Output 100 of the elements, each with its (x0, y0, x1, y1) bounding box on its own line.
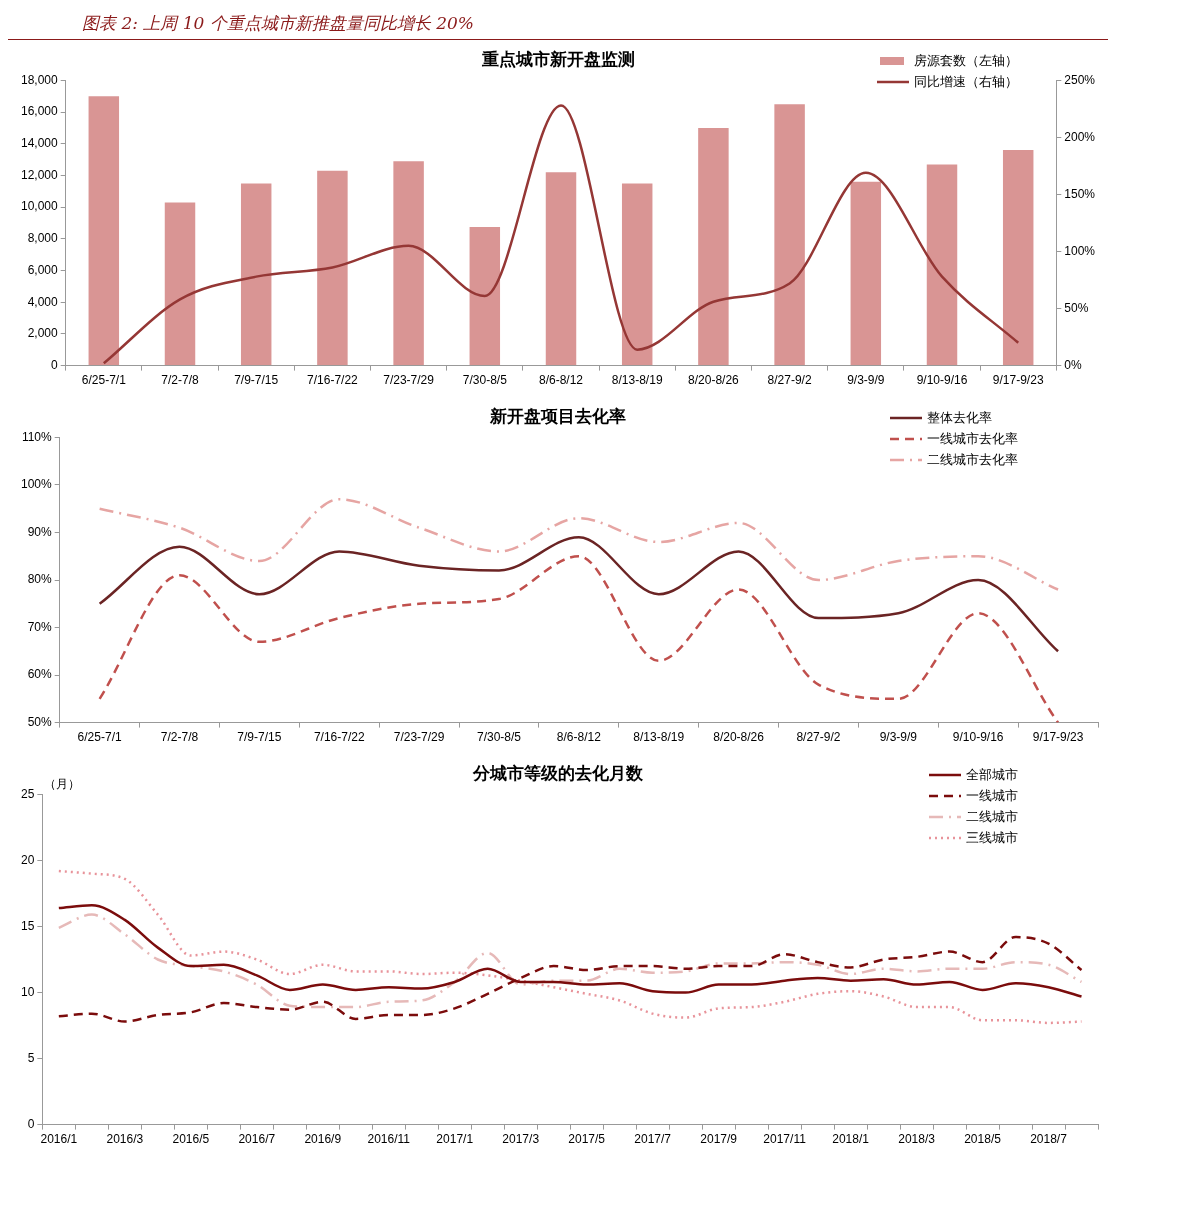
legend-label: 整体去化率 (927, 408, 992, 427)
x-tick-label: 2017/5 (568, 1132, 606, 1147)
x-tick-label: 9/3-9/9 (879, 730, 918, 745)
y-tick-label: 0 (27, 1116, 35, 1131)
bar (240, 183, 272, 366)
x-tick-label: 9/17-9/23 (1032, 730, 1084, 745)
y-tick-label: 2,000 (27, 326, 59, 341)
x-tick-label: 2018/7 (1030, 1132, 1068, 1147)
y2-tick-label: 0% (1064, 357, 1082, 372)
line-series (98, 554, 1060, 723)
bar (317, 170, 348, 366)
legend-label: 一线城市去化率 (927, 429, 1018, 448)
x-tick-label: 2017/3 (502, 1132, 540, 1147)
y2-tick-label: 100% (1064, 243, 1096, 258)
y-tick-label: 4,000 (27, 294, 59, 309)
bar (774, 104, 805, 366)
x-tick-label: 2018/5 (964, 1132, 1002, 1147)
x-tick-label: 7/30-8/5 (462, 373, 508, 388)
y-tick-label: 15 (20, 918, 35, 933)
legend-label: 二线城市 (966, 807, 1018, 826)
x-tick-label: 2018/1 (832, 1132, 870, 1147)
y-tick-label: 6,000 (27, 262, 59, 277)
y2-tick-label: 50% (1064, 300, 1089, 315)
bar (621, 183, 653, 366)
x-tick-label: 6/25-7/1 (81, 373, 127, 388)
x-tick-label: 7/9-7/15 (237, 730, 282, 745)
x-tick-label: 7/16-7/22 (307, 373, 359, 388)
bar (164, 202, 196, 366)
line-series (98, 535, 1060, 653)
x-tick-label: 2018/3 (898, 1132, 936, 1147)
bar (926, 164, 958, 366)
bar (88, 96, 120, 366)
x-tick-label: 6/25-7/1 (77, 730, 122, 745)
y-tick-label: 12,000 (21, 167, 59, 182)
y-tick-label: 18,000 (21, 72, 59, 87)
x-tick-label: 7/16-7/22 (313, 730, 365, 745)
x-tick-label: 8/20-8/26 (688, 373, 740, 388)
x-tick-label: 8/13-8/19 (611, 373, 663, 388)
x-tick-label: 2017/7 (634, 1132, 672, 1147)
y-tick-label: 25 (20, 786, 35, 801)
y-axis-title: （月） (44, 776, 81, 791)
x-tick-label: 9/3-9/9 (847, 373, 885, 388)
x-tick-label: 2017/11 (763, 1132, 807, 1147)
x-tick-label: 2016/9 (304, 1132, 342, 1147)
x-tick-label: 7/2-7/8 (161, 373, 200, 388)
y-tick-label: 14,000 (21, 136, 59, 151)
x-tick-label: 7/23-7/29 (383, 373, 435, 388)
y-tick-label: 0 (51, 357, 59, 372)
y-tick-label: 60% (27, 667, 53, 682)
y-tick-label: 16,000 (21, 104, 59, 119)
x-tick-label: 8/6-8/12 (556, 730, 602, 745)
y-tick-label: 70% (27, 619, 53, 634)
bar (1002, 150, 1034, 366)
x-tick-label: 9/10-9/16 (952, 730, 1004, 745)
y2-tick-label: 150% (1064, 186, 1096, 201)
y-tick-label: 8,000 (27, 231, 59, 246)
line-series (57, 913, 1083, 1009)
y-tick-label: 90% (27, 524, 53, 539)
y-tick-label: 20 (20, 852, 35, 867)
legend-label: 房源套数（左轴） (914, 51, 1018, 70)
text: 图表 2: 上周 10 个重点城市新推盘量同比增长 20% (8, 8, 1108, 40)
x-tick-label: 2016/3 (106, 1132, 144, 1147)
x-tick-label: 8/27-9/2 (796, 730, 841, 745)
y-tick-label: 110% (21, 429, 53, 444)
x-tick-label: 7/30-8/5 (476, 730, 522, 745)
bar (850, 181, 882, 366)
legend-label: 二线城市去化率 (927, 450, 1018, 469)
x-tick-label: 7/2-7/8 (160, 730, 199, 745)
x-tick-label: 8/27-9/2 (767, 373, 812, 388)
x-tick-label: 9/10-9/16 (916, 373, 968, 388)
y-tick-label: 100% (20, 477, 53, 492)
y2-tick-label: 200% (1064, 129, 1096, 144)
chart-title: 新开盘项目去化率 (489, 405, 626, 426)
bar (393, 161, 424, 366)
x-tick-label: 8/13-8/19 (633, 730, 685, 745)
x-tick-label: 2017/9 (700, 1132, 738, 1147)
x-tick-label: 8/6-8/12 (538, 373, 584, 388)
chart-title: 分城市等级的去化月数 (472, 762, 644, 783)
legend-label: 一线城市 (966, 786, 1018, 805)
y2-tick-label: 250% (1064, 72, 1096, 87)
x-tick-label: 7/9-7/15 (234, 373, 279, 388)
x-tick-label: 2016/5 (172, 1132, 210, 1147)
legend-label: 全部城市 (966, 765, 1018, 784)
x-tick-label: 2017/1 (436, 1132, 474, 1147)
bar (698, 127, 729, 366)
y-tick-label: 80% (27, 572, 53, 587)
chart-title: 重点城市新开盘监测 (480, 48, 635, 69)
legend-label: 同比增速（右轴） (914, 72, 1018, 91)
bar (545, 172, 577, 366)
y-tick-label: 5 (27, 1050, 35, 1065)
line-series (57, 869, 1083, 1025)
y-tick-label: 50% (27, 714, 53, 729)
x-tick-label: 2016/1 (40, 1132, 78, 1147)
line-series (102, 104, 1020, 365)
x-tick-label: 2016/11 (367, 1132, 411, 1147)
line-series (98, 497, 1060, 591)
x-tick-label: 2016/7 (238, 1132, 276, 1147)
y-tick-label: 10 (20, 984, 35, 999)
x-tick-label: 7/23-7/29 (393, 730, 445, 745)
bar (469, 226, 501, 366)
